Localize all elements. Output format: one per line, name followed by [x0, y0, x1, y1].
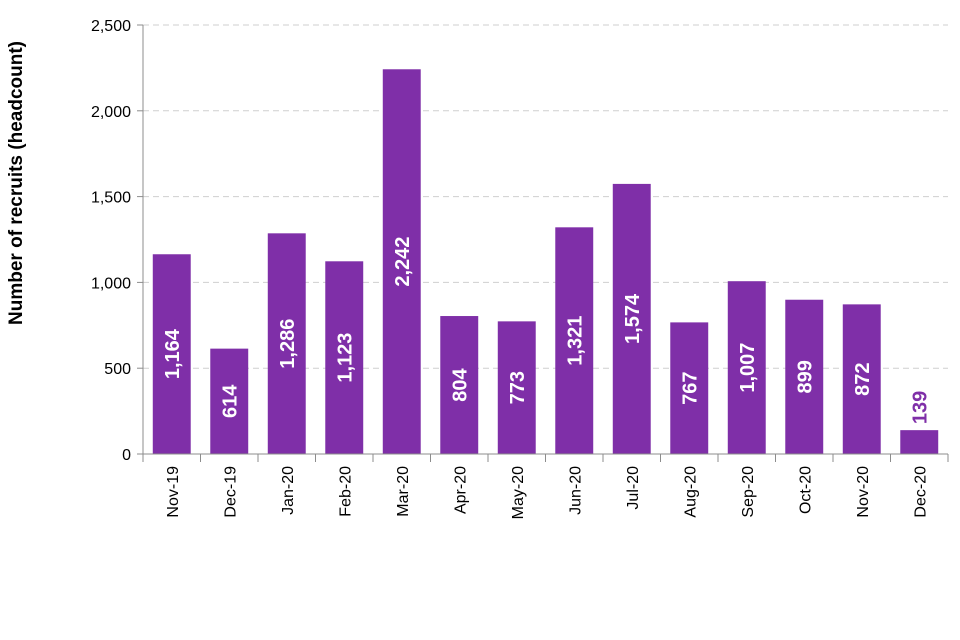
data-label: 139 — [909, 391, 931, 424]
data-labels: 1,164 614 1,286 1,123 2,242 804 773 1,321 1,574 7… — [162, 237, 932, 425]
gridlines — [143, 24, 948, 369]
y-axis-title: Number of recruits (headcount) — [6, 41, 27, 325]
axes: 0 500 1,000 1,500 2,000 2,500 Nov-19 Dec-19 Jan-… — [91, 18, 949, 519]
x-tick-label: Feb-20 — [337, 466, 354, 517]
y-tick-label: 1,500 — [91, 190, 131, 207]
x-tick-label: May-20 — [510, 466, 527, 519]
data-label: 767 — [679, 372, 701, 405]
x-tick-label: Apr-20 — [452, 466, 469, 514]
data-label: 804 — [449, 367, 471, 401]
bar — [440, 316, 479, 454]
x-tick-label: Jan-20 — [280, 466, 297, 515]
data-label: 1,286 — [277, 319, 299, 369]
x-tick-label: Jul-20 — [625, 466, 642, 510]
data-label: 1,164 — [162, 328, 184, 379]
x-tick-label: Dec-19 — [222, 466, 239, 518]
y-tick-label: 1,000 — [91, 275, 131, 292]
y-tick-label: 0 — [122, 447, 131, 464]
x-tick-label: Aug-20 — [682, 466, 699, 518]
bar — [900, 430, 939, 454]
bar — [267, 233, 306, 454]
bar — [727, 281, 766, 454]
bar — [785, 299, 824, 454]
x-tick-label: Nov-19 — [165, 466, 182, 518]
data-label: 614 — [219, 384, 241, 418]
y-tick-label: 2,500 — [91, 18, 131, 35]
bar — [842, 304, 881, 454]
bar — [555, 227, 594, 454]
data-label: 872 — [852, 362, 874, 395]
data-label: 1,007 — [737, 343, 759, 393]
y-tick-label: 2,000 — [91, 104, 131, 121]
bars — [152, 69, 939, 454]
x-tick-label: Oct-20 — [797, 466, 814, 514]
data-label: 1,574 — [622, 293, 644, 344]
bar — [152, 254, 191, 454]
bar — [382, 69, 421, 454]
x-tick-label: Nov-20 — [855, 466, 872, 518]
data-label: 899 — [794, 360, 816, 393]
bar — [210, 348, 249, 454]
data-label: 1,123 — [334, 333, 356, 383]
data-label: 1,321 — [564, 316, 586, 366]
y-tick-label: 500 — [104, 361, 131, 378]
x-tick-label: Sep-20 — [740, 466, 757, 518]
bar — [670, 322, 709, 454]
x-tick-label: Dec-20 — [912, 466, 929, 518]
bar — [497, 321, 536, 454]
data-label: 2,242 — [392, 237, 414, 287]
bar — [612, 183, 651, 454]
bar — [325, 261, 364, 454]
data-label: 773 — [507, 371, 529, 404]
x-tick-label: Mar-20 — [395, 466, 412, 517]
x-tick-label: Jun-20 — [567, 466, 584, 515]
